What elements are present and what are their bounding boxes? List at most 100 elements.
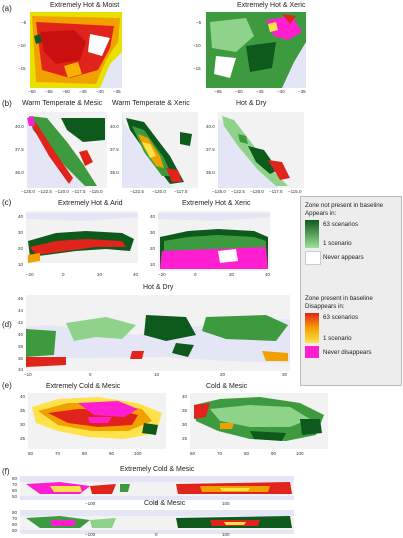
a2-ytick-0: −5 (196, 20, 202, 25)
title-c1: Extremely Hot & Arid (58, 200, 123, 207)
d-ytick-3: 40 (18, 332, 24, 337)
legend-appears-label: Appears in: (305, 210, 337, 217)
f2-ytick-3: 50 (12, 528, 18, 533)
title-b1: Warm Temperate & Mesic (22, 100, 103, 107)
title-c2: Extremely Hot & Xeric (182, 200, 251, 207)
b1-ytick-1: 37.5 (15, 147, 24, 152)
a-ytick-1: −10 (18, 43, 26, 48)
e2-ytick-3: 25 (182, 436, 188, 441)
map-e2 (190, 393, 328, 449)
b3-xtick-1: −122.5 (231, 189, 245, 194)
a1-xtick-4: −40 (96, 89, 104, 94)
title-e2: Cold & Mesic (206, 383, 248, 390)
d-ytick-6: 34 (18, 367, 24, 372)
legend-title-baseline-present: Zone present in baseline (305, 295, 373, 302)
d-xtick-4: 30 (282, 372, 288, 377)
c1-xtick-3: 40 (133, 272, 139, 277)
f2-ytick-0: 80 (12, 510, 18, 515)
map-f1 (20, 476, 294, 500)
legend-title-baseline-absent: Zone not present in baseline (305, 202, 384, 209)
title-f2: Cold & Mesic (144, 500, 186, 507)
c1-ytick-1: 30 (18, 230, 24, 235)
map-e1 (28, 393, 166, 449)
b3-xtick-4: −115.0 (288, 189, 302, 194)
e2-xtick-3: 90 (271, 451, 277, 456)
b3-ytick-0: 40.0 (206, 124, 215, 129)
b1-xtick-2: −120.0 (55, 189, 69, 194)
legend-green-gradient (305, 220, 319, 248)
panel-label-c: (c) (2, 198, 12, 207)
e1-ytick-1: 35 (20, 408, 26, 413)
map-d1 (26, 295, 290, 371)
legend-red-gradient (305, 313, 319, 343)
f1-ytick-2: 60 (12, 488, 18, 493)
f2-ytick-1: 70 (12, 516, 18, 521)
f1-ytick-1: 70 (12, 482, 18, 487)
c2-ytick-1: 30 (150, 230, 156, 235)
d-ytick-5: 36 (18, 356, 24, 361)
d-xtick-1: 0 (89, 372, 92, 377)
f1-xtick-1: 0 (155, 501, 158, 506)
e1-xtick-4: 100 (134, 451, 142, 456)
legend-magenta-swatch (305, 346, 319, 358)
d-ytick-1: 44 (18, 308, 24, 313)
b1-ytick-0: 40.0 (15, 124, 24, 129)
panel-label-f: (f) (2, 467, 10, 476)
c1-ytick-0: 40 (18, 214, 24, 219)
title-a2: Extremely Hot & Xeric (237, 2, 306, 9)
e1-xtick-2: 80 (82, 451, 88, 456)
a-ytick-2: −15 (18, 66, 26, 71)
b2-xtick-1: −120.0 (152, 189, 166, 194)
panel-label-b: (b) (2, 99, 12, 108)
b3-xtick-2: −120.0 (250, 189, 264, 194)
d-xtick-2: 10 (154, 372, 160, 377)
c2-xtick-1: 0 (194, 272, 197, 277)
a2-xtick-1: −50 (235, 89, 243, 94)
b1-ytick-2: 35.0 (15, 170, 24, 175)
c1-ytick-2: 20 (18, 246, 24, 251)
b2-xtick-2: −117.5 (174, 189, 188, 194)
c1-xtick-0: −20 (26, 272, 34, 277)
legend-never-appears: Never appears (323, 254, 364, 261)
a2-ytick-2: −15 (193, 66, 201, 71)
d-xtick-3: 20 (220, 372, 226, 377)
e2-xtick-2: 80 (244, 451, 250, 456)
legend-red-top: 63 scenarios (323, 314, 359, 321)
e1-xtick-1: 70 (55, 451, 61, 456)
b3-xtick-0: −125.0 (212, 189, 226, 194)
a1-xtick-3: −45 (79, 89, 87, 94)
e1-ytick-3: 25 (20, 436, 26, 441)
b1-xtick-3: −117.5 (72, 189, 86, 194)
b1-xtick-4: −115.0 (89, 189, 103, 194)
d-ytick-2: 42 (18, 320, 24, 325)
c2-ytick-2: 20 (150, 246, 156, 251)
c2-xtick-2: 20 (229, 272, 235, 277)
a2-xtick-4: −35 (298, 89, 306, 94)
f1-xtick-0: −100 (85, 501, 96, 506)
legend-red-bottom: 1 scenario (323, 335, 352, 342)
map-c2 (158, 211, 270, 271)
b2-ytick-2: 35.0 (110, 170, 119, 175)
title-d1: Hot & Dry (143, 284, 174, 291)
b3-ytick-1: 37.5 (206, 147, 215, 152)
map-b2 (122, 112, 198, 188)
a2-xtick-0: −55 (214, 89, 222, 94)
f2-ytick-2: 60 (12, 522, 18, 527)
f1-xtick-2: 100 (222, 501, 230, 506)
e2-xtick-4: 100 (296, 451, 304, 456)
panel-label-a: (a) (2, 4, 12, 13)
a2-xtick-2: −45 (256, 89, 264, 94)
legend-green-bottom: 1 scenario (323, 240, 352, 247)
e1-xtick-3: 90 (109, 451, 115, 456)
e2-ytick-1: 35 (182, 408, 188, 413)
b2-ytick-0: 40.0 (110, 124, 119, 129)
c2-xtick-0: −20 (158, 272, 166, 277)
map-b3 (218, 112, 304, 188)
legend-never-disappears: Never disappears (323, 349, 372, 356)
f1-ytick-0: 80 (12, 476, 18, 481)
f1-ytick-3: 50 (12, 494, 18, 499)
e2-xtick-1: 70 (217, 451, 223, 456)
map-a2 (206, 12, 306, 88)
f2-xtick-0: −100 (85, 532, 96, 537)
panel-label-e: (e) (2, 381, 12, 390)
